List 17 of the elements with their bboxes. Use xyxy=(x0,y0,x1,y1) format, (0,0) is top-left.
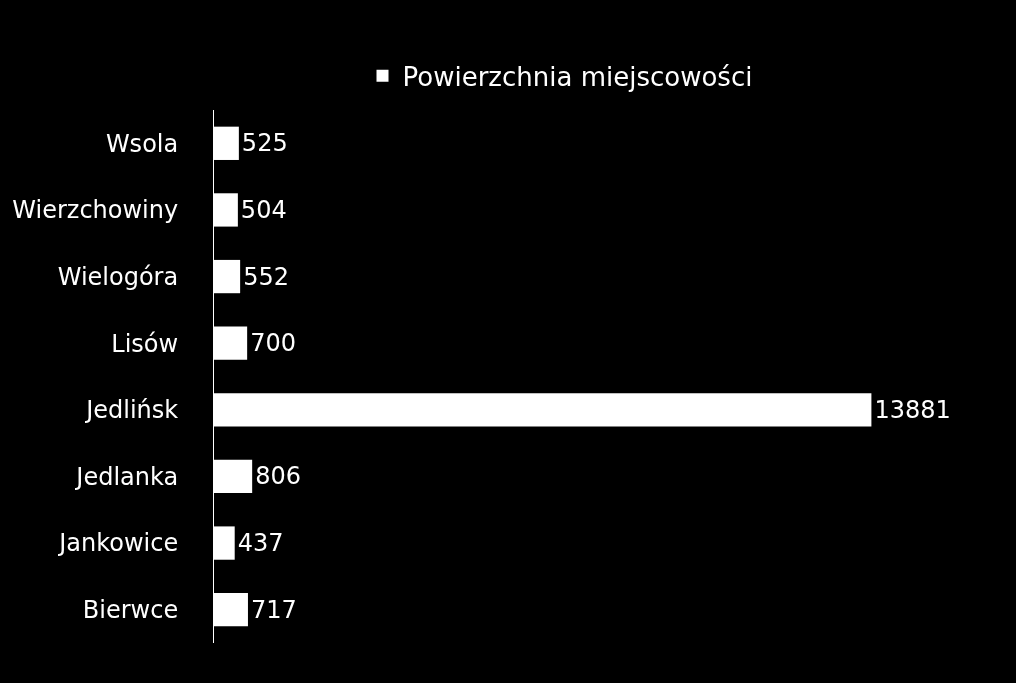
data-label: 504 xyxy=(240,195,287,224)
data-label: 700 xyxy=(250,329,296,358)
data-label: 525 xyxy=(241,129,288,158)
legend-label: Powierzchnia miejscowości xyxy=(402,61,753,92)
y-tick-label: Wielogóra xyxy=(57,262,179,291)
y-tick-label: Wierzchowiny xyxy=(12,196,179,225)
y-tick-label: Lisów xyxy=(111,329,179,358)
y-tick-label: Jedlińsk xyxy=(84,396,179,425)
data-label: 552 xyxy=(243,262,289,291)
data-label: 717 xyxy=(250,595,297,624)
data-label: 13881 xyxy=(874,395,951,424)
data-label: 806 xyxy=(255,462,301,491)
y-tick-label: Wsola xyxy=(105,129,179,158)
y-tick-label: Jankowice xyxy=(57,529,179,558)
data-label: 437 xyxy=(237,529,284,558)
y-tick-label: Jedlanka xyxy=(74,462,179,491)
y-tick-label: Bierwce xyxy=(82,596,179,625)
